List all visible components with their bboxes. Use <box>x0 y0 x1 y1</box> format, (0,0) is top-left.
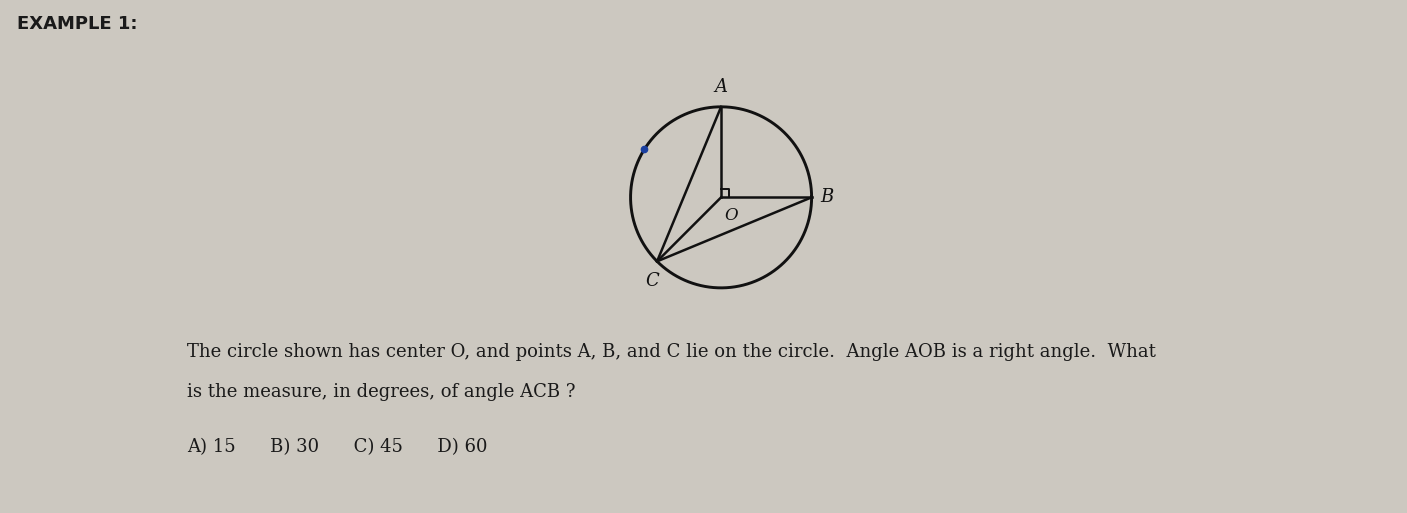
Text: A: A <box>715 78 727 96</box>
Text: B: B <box>820 188 833 206</box>
Text: C: C <box>646 272 660 290</box>
Text: is the measure, in degrees, of angle ACB ?: is the measure, in degrees, of angle ACB… <box>187 383 575 401</box>
Text: O: O <box>725 207 739 224</box>
Text: EXAMPLE 1:: EXAMPLE 1: <box>17 15 138 33</box>
Text: A) 15      B) 30      C) 45      D) 60: A) 15 B) 30 C) 45 D) 60 <box>187 438 487 456</box>
Text: The circle shown has center O, and points A, B, and C lie on the circle.  Angle : The circle shown has center O, and point… <box>187 343 1155 361</box>
